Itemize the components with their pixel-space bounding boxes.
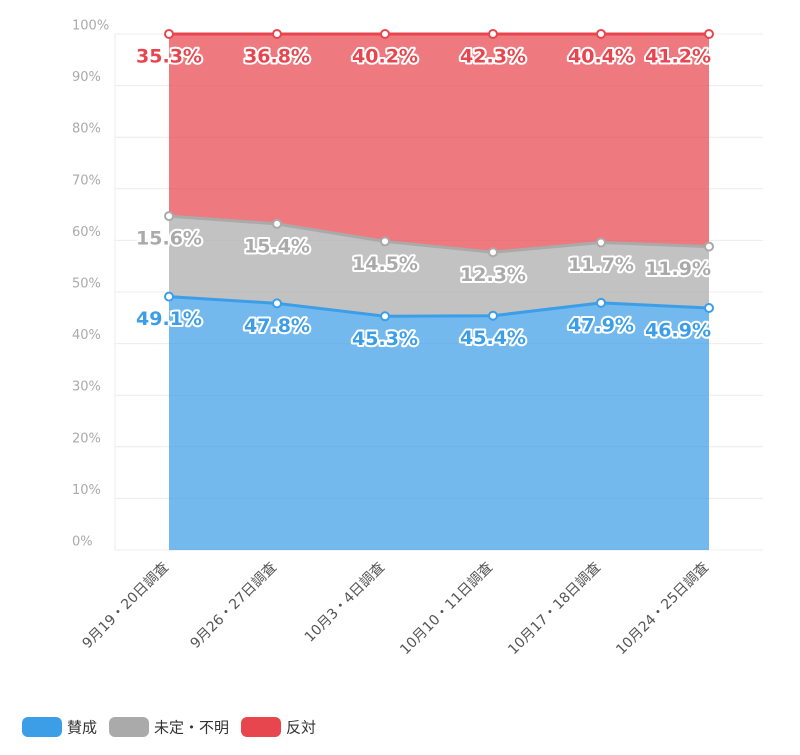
x-tick-label: 10月24・25日調査	[613, 560, 712, 659]
point	[380, 311, 390, 322]
area	[169, 296, 709, 550]
point	[272, 298, 282, 309]
data-label: 49.1%	[136, 308, 202, 330]
data-label: 47.9%	[568, 314, 634, 336]
data-label: 12.3%	[460, 264, 526, 286]
y-tick-label: 20%	[72, 431, 101, 446]
y-tick-label: 100%	[72, 19, 109, 34]
data-label: 40.2%	[352, 46, 418, 68]
y-tick-label: 0%	[72, 535, 93, 550]
point	[704, 29, 714, 39]
data-label: 42.3%	[460, 46, 526, 68]
legend-swatch	[109, 717, 150, 737]
point	[596, 237, 606, 248]
point	[704, 302, 714, 313]
point	[164, 211, 174, 222]
data-label: 40.4%	[568, 46, 634, 68]
line	[168, 214, 710, 254]
area	[169, 216, 709, 317]
point	[380, 236, 390, 247]
point	[596, 29, 606, 39]
point	[380, 29, 390, 39]
data-label: 14.5%	[352, 253, 418, 275]
point	[164, 29, 174, 39]
y-tick-label: 80%	[72, 122, 101, 137]
point	[596, 297, 606, 308]
data-label: 11.7%	[568, 254, 634, 276]
legend-label: 未定・不明	[154, 719, 229, 737]
point	[488, 29, 498, 39]
y-tick-label: 90%	[72, 70, 101, 85]
legend-label: 反対	[286, 719, 316, 737]
point	[164, 291, 174, 302]
y-tick-label: 40%	[72, 328, 101, 343]
y-tick-label: 60%	[72, 225, 101, 240]
x-tick-label: 10月3・4日調査	[302, 560, 388, 646]
data-label: 46.9%	[645, 319, 711, 341]
x-tick-label: 9月26・27日調査	[188, 560, 280, 652]
y-tick-label: 50%	[72, 277, 101, 292]
data-label: 11.9%	[645, 258, 711, 280]
legend-swatch	[22, 717, 62, 737]
point	[272, 218, 282, 229]
data-label: 35.3%	[136, 46, 202, 68]
data-label: 15.6%	[136, 228, 202, 250]
point	[704, 241, 714, 252]
data-label: 45.4%	[460, 327, 526, 349]
data-label: 47.8%	[244, 315, 310, 337]
x-tick-label: 10月10・11日調査	[397, 560, 496, 659]
point	[488, 310, 498, 321]
y-tick-label: 10%	[72, 483, 101, 498]
point	[488, 247, 498, 258]
legend-label: 賛成	[67, 719, 97, 737]
x-tick-label: 10月17・18日調査	[505, 560, 604, 659]
area	[169, 34, 709, 253]
x-tick-label: 9月19・20日調査	[80, 560, 172, 652]
y-tick-label: 70%	[72, 173, 101, 188]
data-label: 41.2%	[645, 46, 711, 68]
y-tick-label: 30%	[72, 380, 101, 395]
line	[168, 295, 710, 318]
data-label: 45.3%	[352, 328, 418, 350]
data-label: 36.8%	[244, 46, 310, 68]
data-label: 15.4%	[244, 235, 310, 257]
point	[272, 29, 282, 39]
legend-swatch	[241, 717, 282, 737]
